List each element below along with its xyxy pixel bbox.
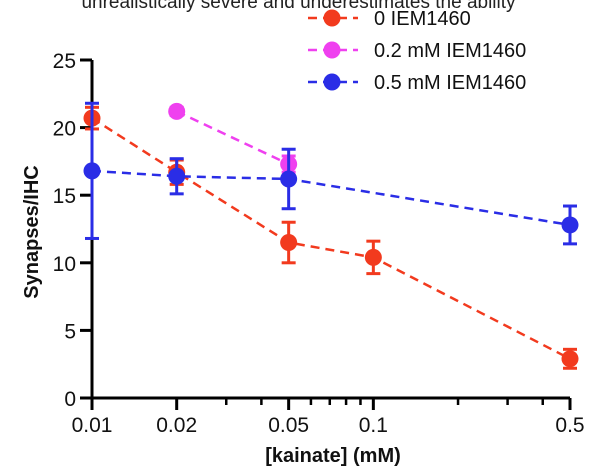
series-group: [83, 101, 579, 246]
x-axis-title: [kainate] (mM): [265, 445, 401, 467]
y-tick-label: 15: [53, 185, 76, 208]
legend-marker: [323, 73, 341, 91]
legend-item: 0 IEM1460: [308, 8, 471, 30]
y-tick-label: 0: [64, 388, 76, 411]
series-line: [91, 117, 571, 360]
y-tick-label: 25: [53, 50, 76, 73]
legend: 0 IEM1460 0.2 mM IEM1460 0.5 mM IEM1460: [308, 8, 526, 94]
series-layer: [83, 101, 579, 370]
data-point: [364, 248, 382, 266]
legend-item: 0.5 mM IEM1460: [308, 72, 526, 94]
data-point: [168, 167, 186, 185]
x-tick-label: 0.1: [359, 414, 388, 437]
y-tick-label: 20: [53, 118, 76, 141]
caption-fragment: unrealistically severe and underestimate…: [81, 0, 516, 13]
data-point: [280, 234, 298, 252]
data-point: [561, 216, 579, 234]
x-tick-label: 0.05: [268, 414, 309, 437]
data-point: [83, 162, 101, 180]
y-tick-label: 5: [64, 320, 76, 343]
x-tick-label: 0.02: [156, 414, 197, 437]
series-group: [168, 102, 298, 174]
x-tick-label: 0.5: [555, 414, 584, 437]
data-point: [168, 102, 186, 120]
axes-group: 0 5 10 15 20 25 0.01 0.02 0.05 0.1 0.5: [53, 50, 585, 437]
legend-item: 0.2 mM IEM1460: [308, 40, 526, 62]
data-point: [561, 350, 579, 368]
legend-label: 0.2 mM IEM1460: [374, 40, 526, 62]
y-tick-label: 10: [53, 253, 76, 276]
legend-label: 0.5 mM IEM1460: [374, 72, 526, 94]
y-axis-title: Synapses/IHC: [21, 165, 43, 298]
legend-label: 0 IEM1460: [374, 8, 471, 30]
x-tick-label: 0.01: [72, 414, 113, 437]
legend-marker: [323, 41, 341, 59]
legend-marker: [323, 9, 341, 27]
series-line: [91, 169, 571, 227]
data-point: [280, 170, 298, 188]
series-line: [176, 110, 290, 166]
series-group: [83, 105, 579, 370]
